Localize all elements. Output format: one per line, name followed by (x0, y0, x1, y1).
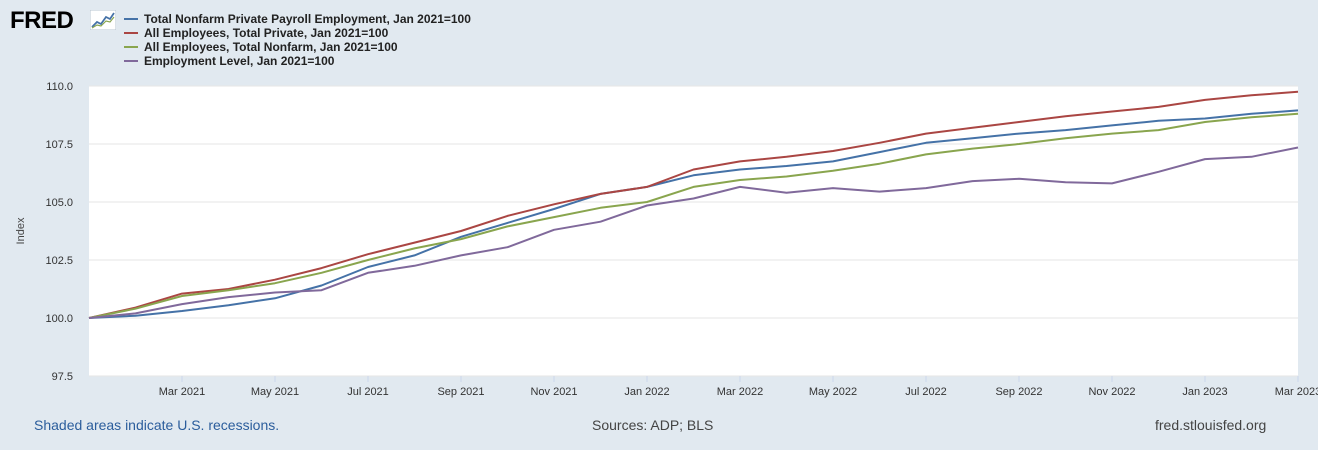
chart-legend: Total Nonfarm Private Payroll Employment… (124, 12, 471, 68)
series-line[interactable] (88, 90, 1299, 319)
y-tick-label: 105.0 (45, 197, 73, 209)
grid-lines (89, 85, 1298, 377)
x-tick-label: Mar 2021 (159, 386, 205, 398)
x-tick-label: Nov 2022 (1088, 386, 1135, 398)
legend-label: Total Nonfarm Private Payroll Employment… (144, 12, 471, 26)
x-tick-label: May 2022 (809, 386, 857, 398)
legend-item[interactable]: Employment Level, Jan 2021=100 (124, 54, 471, 68)
legend-item[interactable]: All Employees, Total Nonfarm, Jan 2021=1… (124, 40, 471, 54)
legend-swatch (124, 46, 138, 48)
y-axis-ticks: 97.5 100.0 102.5 105.0 107.5 110.0 (45, 81, 73, 383)
fred-logo[interactable]: FRED (10, 7, 74, 34)
x-tick-label: Jul 2021 (347, 386, 389, 398)
recession-note-link[interactable]: Shaded areas indicate U.S. recessions. (34, 417, 280, 433)
plot-area (89, 86, 1298, 376)
x-tick-label: Nov 2021 (530, 386, 577, 398)
sparkline-chart-icon (90, 10, 116, 30)
x-tick-label: Sep 2021 (437, 386, 484, 398)
site-url-link[interactable]: fred.stlouisfed.org (1155, 417, 1267, 433)
legend-label: All Employees, Total Nonfarm, Jan 2021=1… (144, 40, 398, 54)
series-line[interactable] (88, 109, 1299, 319)
x-tick-label: Mar 2022 (717, 386, 763, 398)
series-line[interactable] (88, 146, 1299, 319)
series-line[interactable] (88, 112, 1299, 319)
x-tick-label: May 2021 (251, 386, 299, 398)
legend-swatch (124, 18, 138, 20)
legend-item[interactable]: Total Nonfarm Private Payroll Employment… (124, 12, 471, 26)
series-lines (88, 90, 1299, 319)
sources-text: Sources: ADP; BLS (592, 417, 714, 433)
y-tick-label: 107.5 (45, 139, 73, 151)
x-tick-label: Jul 2022 (905, 386, 947, 398)
x-tick-label: Jan 2022 (624, 386, 669, 398)
legend-swatch (124, 60, 138, 62)
legend-label: Employment Level, Jan 2021=100 (144, 54, 335, 68)
x-axis-ticks: Mar 2021 May 2021 Jul 2021 Sep 2021 Nov 2021… (159, 376, 1318, 398)
legend-item[interactable]: All Employees, Total Private, Jan 2021=1… (124, 26, 471, 40)
y-tick-label: 97.5 (52, 371, 73, 383)
y-tick-label: 102.5 (45, 255, 73, 267)
y-tick-label: 100.0 (45, 313, 73, 325)
x-tick-label: Sep 2022 (995, 386, 1042, 398)
x-tick-label: Mar 2023 (1275, 386, 1318, 398)
y-axis-label: Index (15, 217, 27, 244)
x-tick-label: Jan 2023 (1182, 386, 1227, 398)
y-tick-label: 110.0 (46, 81, 73, 93)
legend-swatch (124, 32, 138, 34)
legend-label: All Employees, Total Private, Jan 2021=1… (144, 26, 389, 40)
